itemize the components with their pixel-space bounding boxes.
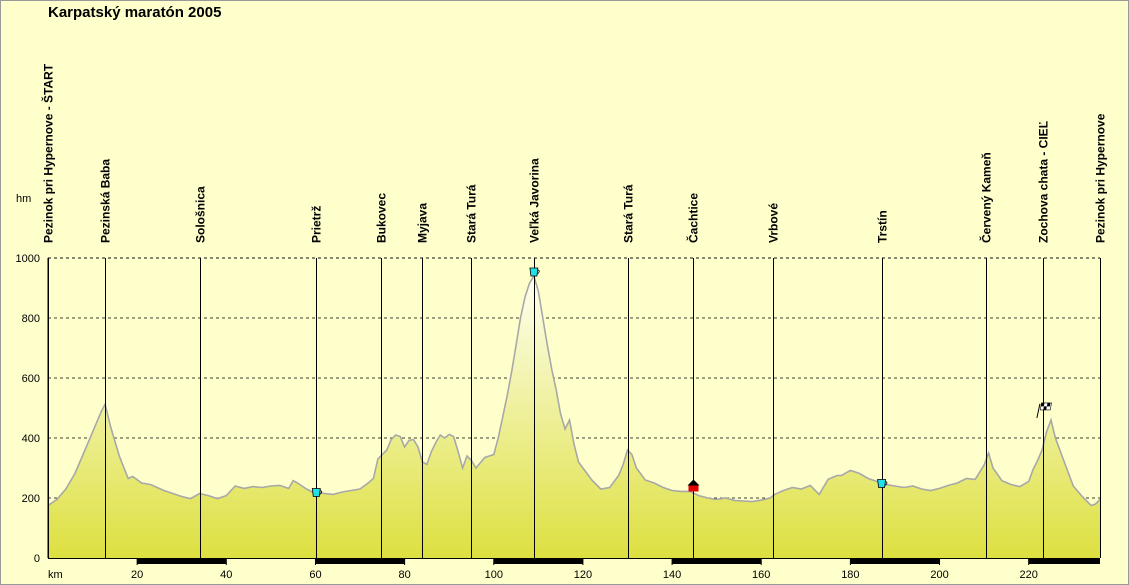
y-tick-label-400: 400 — [22, 433, 40, 445]
x-tick-label-40: 40 — [220, 569, 232, 581]
cup-icon — [311, 488, 321, 497]
cup-icon — [529, 267, 539, 277]
markers — [311, 267, 1052, 497]
x-tick-label-220: 220 — [1019, 569, 1037, 581]
refreshment-marker-0 — [311, 488, 323, 497]
checkpoint-roof — [687, 479, 700, 486]
waypoint-label-7: Veľká Javorina — [528, 158, 542, 243]
x-tick-label-160: 160 — [752, 569, 770, 581]
cup-handle — [537, 269, 540, 275]
km-band-140 — [672, 559, 762, 564]
checkpoint-base — [688, 485, 699, 492]
waypoint-label-5: Myjava — [416, 203, 430, 243]
km-band-220 — [1028, 559, 1100, 564]
x-tick-label-80: 80 — [398, 569, 410, 581]
waypoint-label-9: Čachtice — [686, 193, 701, 243]
finish-flag-marker-4 — [1036, 402, 1052, 419]
waypoint-label-3: Prietrž — [310, 206, 324, 243]
cup-handle — [319, 490, 323, 495]
flag-check-2 — [1046, 402, 1051, 407]
x-tick-label-20: 20 — [131, 569, 143, 581]
cup-icon — [877, 479, 887, 488]
y-tick-label-1000: 1000 — [16, 253, 40, 265]
refreshment-marker-1 — [529, 267, 540, 277]
waypoints: Pezinok pri Hypernove - ŠTART Pezinská Ba… — [41, 63, 1108, 558]
waypoint-label-10: Vrbové — [767, 203, 781, 243]
x-tick-label-60: 60 — [309, 569, 321, 581]
chart-title: Karpatský maratón 2005 — [48, 4, 221, 21]
waypoint-label-6: Stará Turá — [465, 184, 479, 243]
km-band-100 — [493, 559, 583, 564]
x-tick-label-140: 140 — [663, 569, 681, 581]
km-band-20 — [137, 559, 227, 564]
waypoint-label-4: Bukovec — [375, 193, 389, 243]
cup-handle — [884, 481, 888, 486]
y-tick-label-0: 0 — [34, 553, 40, 565]
waypoint-label-12: Červený Kameň — [979, 152, 994, 243]
waypoint-label-1: Pezinská Baba — [99, 159, 113, 243]
waypoint-label-11: Trstín — [876, 210, 890, 243]
waypoint-label-0: Pezinok pri Hypernove - ŠTART — [41, 63, 56, 243]
x-tick-label-200: 200 — [930, 569, 948, 581]
waypoint-label-8: Stará Turá — [622, 184, 636, 243]
checkpoint-marker-2 — [687, 479, 700, 492]
y-tick-label-600: 600 — [22, 373, 40, 385]
flag-check-3 — [1043, 406, 1047, 410]
refreshment-marker-3 — [877, 479, 888, 488]
profile-area — [48, 276, 1100, 558]
y-tick-label-200: 200 — [22, 493, 40, 505]
waypoint-label-14: Pezinok pri Hypernove — [1094, 113, 1108, 243]
flag-pole — [1036, 403, 1041, 419]
flag-check-1 — [1040, 402, 1045, 407]
x-axis-label: km — [48, 569, 63, 581]
km-band-180 — [850, 559, 940, 564]
y-tick-label-800: 800 — [22, 313, 40, 325]
x-tick-label-100: 100 — [485, 569, 503, 581]
waypoint-label-13: Zochova chata - CIEĽ — [1037, 121, 1051, 243]
waypoint-label-2: Sološnica — [194, 186, 208, 243]
plot-area — [48, 274, 1100, 558]
y-axis-label: hm — [16, 193, 31, 205]
axes: 0 200 400 600 800 1000 20 40 60 80 100 120 140 160 180… — [16, 253, 1100, 581]
km-band-60 — [315, 559, 405, 564]
x-tick-label-180: 180 — [841, 569, 859, 581]
x-tick-label-120: 120 — [574, 569, 592, 581]
profile-line — [48, 274, 1100, 507]
